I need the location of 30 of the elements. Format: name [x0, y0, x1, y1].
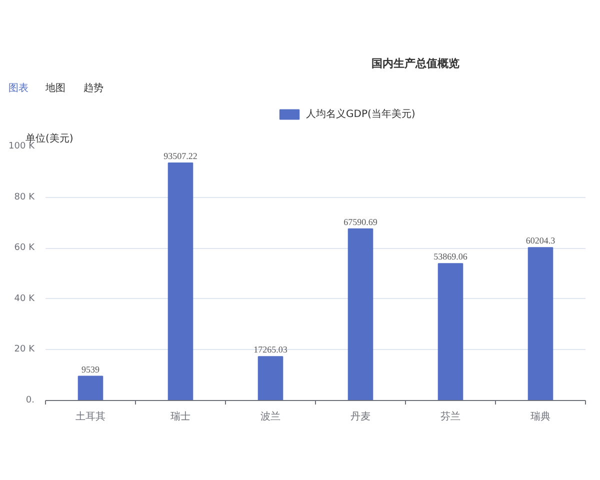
- x-tick-label: 丹麦: [350, 410, 370, 422]
- x-tick-label: 波兰: [260, 410, 280, 422]
- text: 地图: [44, 82, 66, 94]
- bar: [258, 356, 284, 400]
- bar: [348, 228, 374, 400]
- data-label: 93507.22: [164, 150, 198, 161]
- bar: [168, 162, 194, 400]
- legend-label: 人均名义GDP(当年美元): [306, 108, 416, 121]
- data-label: 17265.03: [254, 344, 288, 355]
- bar: [78, 376, 104, 400]
- data-label: 67590.69: [344, 216, 378, 227]
- data-label: 60204.3: [526, 236, 556, 246]
- x-tick-label: 土耳其: [76, 410, 106, 422]
- text: 图表: [8, 82, 28, 94]
- data-label: 9539: [82, 364, 100, 374]
- x-tick-label: 瑞士: [170, 410, 190, 422]
- y-tick-label: 20 K: [14, 344, 36, 355]
- y-tick-label: 100 K: [8, 142, 36, 152]
- y-tick-label: 0.: [26, 396, 35, 406]
- chart-title: 国内生产总值概览: [372, 57, 460, 70]
- y-tick-label: 40 K: [14, 294, 36, 304]
- y-tick-label: 60 K: [14, 243, 36, 254]
- x-tick-label: 芬兰: [440, 410, 460, 422]
- y-tick-label: 80 K: [14, 192, 36, 202]
- bar: [528, 247, 554, 400]
- text: 趋势: [84, 82, 104, 94]
- x-tick-label: 瑞典: [530, 410, 550, 422]
- y-axis-title: 单位(美元): [26, 132, 74, 144]
- data-label: 53869.06: [434, 252, 468, 262]
- bar: [438, 263, 464, 400]
